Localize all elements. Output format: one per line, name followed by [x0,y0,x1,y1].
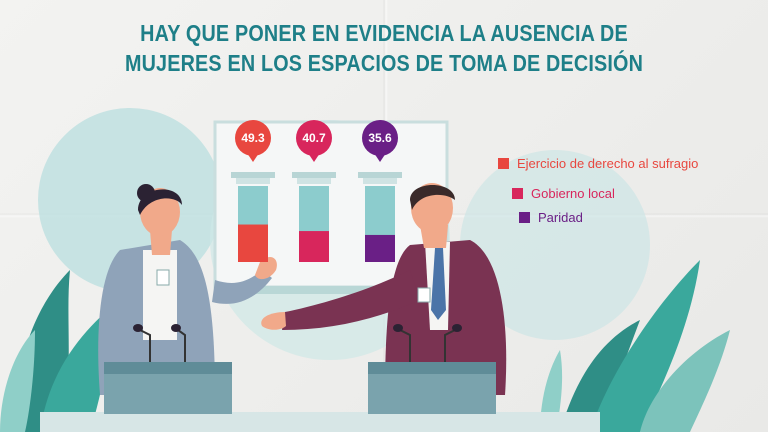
legend-item-paridad: Paridad [519,210,583,225]
legend-swatch-paridad [519,212,530,223]
tube-cap [358,172,402,178]
legend-item-sufragio: Ejercicio de derecho al sufragio [498,156,698,171]
value-bubble-0: 49.3 [235,120,271,162]
microphone-icon [133,324,462,362]
legend-item-gobierno: Gobierno local [512,186,615,201]
tube-cap [292,172,336,178]
tube-cap [231,172,275,178]
legend-swatch-sufragio [498,158,509,169]
legend-swatch-gobierno [512,188,523,199]
tube-neck [363,178,397,184]
legend-label-sufragio: Ejercicio de derecho al sufragio [517,156,699,171]
chart-bars: 49.3 40.7 35.6 [231,120,402,262]
page-title: HAY QUE PONER EN EVIDENCIA LA AUSENCIA D… [54,18,714,78]
bar-1 [299,231,329,262]
podium-left-icon [104,362,232,414]
man-speaker-icon [261,183,507,395]
value-bubble-1: 40.7 [296,120,332,162]
floor-strip [40,412,600,432]
title-line-2: MUJERES EN LOS ESPACIOS DE TOMA DE DECIS… [124,50,644,76]
plant-leaves-icon [0,260,730,432]
value-bubble-2: 35.6 [362,120,398,162]
value-label-1: 40.7 [302,131,326,145]
value-label-0: 49.3 [241,131,265,145]
value-label-2: 35.6 [368,131,392,145]
tube-neck [297,178,331,184]
bg-circle-right [460,150,650,340]
title-line-1: HAY QUE PONER EN EVIDENCIA LA AUSENCIA D… [140,20,628,46]
legend-label-paridad: Paridad [538,210,583,225]
bar-0 [238,224,268,262]
bar-2 [365,234,395,262]
podium-right-icon [368,362,496,414]
tube-neck [236,178,270,184]
legend-label-gobierno: Gobierno local [531,186,615,201]
